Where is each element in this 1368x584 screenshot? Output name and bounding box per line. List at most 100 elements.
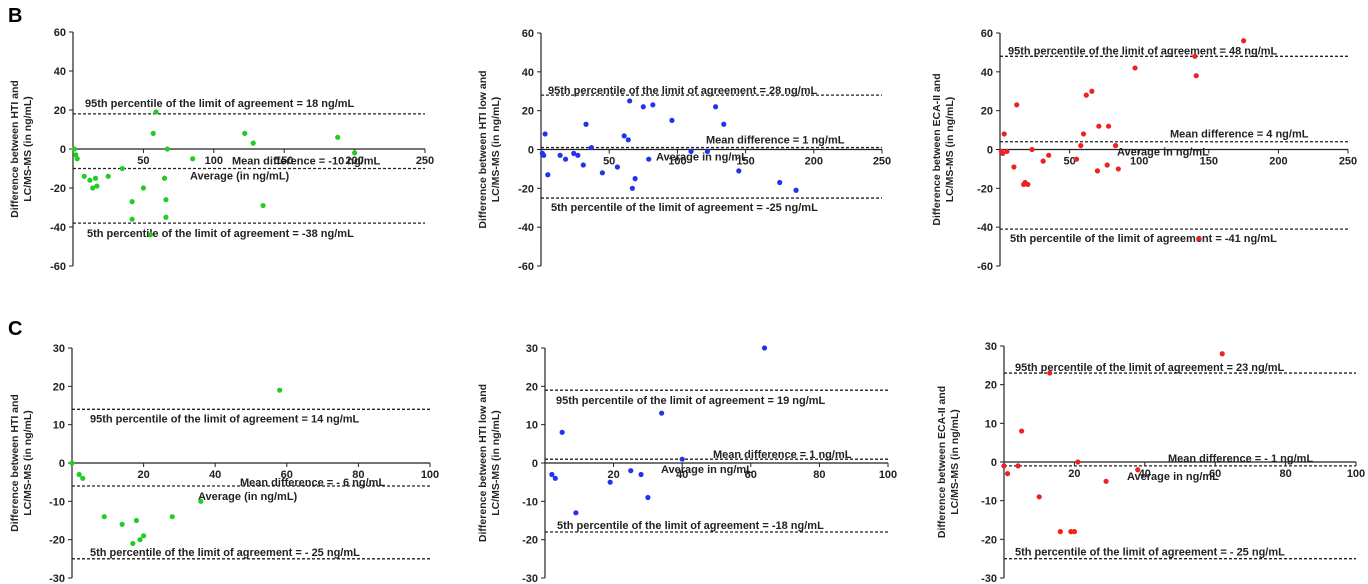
lower-limit-label: 5th percentile of the limit of agreement… [551,202,818,214]
data-point [1132,65,1138,71]
data-point [1096,123,1102,129]
x-tick-label: 100 [205,155,223,167]
x-axis-title: Average in ng/mL [656,152,748,164]
upper-limit-label: 95th percentile of the limit of agreemen… [1008,45,1278,57]
data-point [1011,164,1017,170]
mean-difference-label: Mean difference = -10 ng/mL [232,156,381,168]
data-point [793,187,799,193]
data-point [129,216,135,222]
data-point [1196,236,1202,242]
data-point [688,148,694,155]
x-tick-label: 200 [1269,156,1287,168]
mean-difference-label: Mean difference = - 6 ng/mL [240,477,385,489]
x-tick-label: 150 [275,155,293,167]
mean-difference-label: Mean difference = - 1 ng/mL [1168,453,1313,465]
data-point [627,98,633,104]
y-tick-label: -60 [518,261,534,273]
data-point [76,471,82,478]
y-tick-label: -20 [518,183,534,195]
y-tick-label: -10 [981,496,997,508]
data-point [1036,494,1042,500]
data-point [1014,102,1020,108]
y-tick-label: 0 [532,458,538,470]
y-axis-title: LC/MS-MS (in ng/mL) [22,410,34,516]
y-axis-title: Difference between HTI and [9,80,21,218]
panel-letter-c: C [8,318,23,340]
y-tick-label: 10 [985,418,997,430]
y-tick-label: -40 [977,222,993,234]
data-point [736,168,742,174]
x-tick-label: 80 [1279,468,1291,480]
x-tick-label: 60 [281,469,293,481]
data-point [1000,150,1006,156]
y-tick-label: 20 [985,380,997,392]
data-point [352,150,358,156]
data-point [163,214,169,220]
data-point [628,468,634,474]
data-point [712,104,719,110]
y-tick-label: 20 [522,106,534,118]
data-point [638,471,644,478]
data-point [94,183,100,189]
data-point [1192,53,1198,59]
data-point [573,510,579,516]
data-point [1193,73,1199,79]
y-tick-label: 20 [981,106,993,118]
x-tick-label: 50 [1063,156,1075,168]
data-point [646,156,652,162]
y-tick-label: 20 [54,105,66,117]
data-point [101,514,107,520]
y-tick-label: -30 [981,573,997,584]
data-point [614,164,620,170]
plot-3: -60 -40 -20 0 20 40 60 50 100 150 200 250 95th perce… [931,28,1357,273]
upper-limit-label: 95th percentile of the limit of agreemen… [85,98,355,110]
y-axis-title: Difference between ECA-II and [936,386,948,538]
upper-limit-label: 95th percentile of the limit of agreemen… [556,395,826,407]
y-tick-label: 30 [526,343,538,355]
data-point [1001,131,1007,137]
data-point [74,156,80,162]
data-point [1089,88,1095,94]
x-axis-title: Average (in ng/mL) [198,491,298,503]
data-point [1071,529,1077,535]
y-tick-label: 30 [985,341,997,353]
x-tick-label: 50 [137,155,149,167]
data-point [92,175,99,181]
x-tick-label: 150 [1200,156,1218,168]
y-tick-label: 0 [528,145,534,157]
data-point [542,131,548,137]
data-point [571,150,577,156]
data-point [119,521,125,527]
data-point [81,173,87,179]
data-point [141,533,147,539]
x-tick-label: 60 [1209,468,1221,480]
data-point [161,175,168,181]
x-tick-label: 100 [879,469,897,481]
data-point [1094,168,1101,174]
x-tick-label: 40 [209,469,221,481]
data-point [169,514,175,520]
y-tick-label: 30 [53,343,65,355]
x-tick-label: 20 [137,469,149,481]
data-point [599,170,605,176]
lower-limit-label: 5th percentile of the limit of agreement… [557,520,824,532]
data-point [777,179,783,186]
y-axis-title: LC/MS-MS (in ng/mL) [944,97,956,203]
data-point [761,345,768,351]
data-point [242,130,248,136]
data-point [607,479,613,485]
x-tick-label: 80 [352,469,364,481]
data-point [105,173,111,179]
data-point [1103,478,1109,484]
data-point [198,498,204,504]
data-point [250,140,256,146]
data-point [1080,131,1087,137]
data-point [1029,146,1035,153]
y-tick-label: -10 [49,496,65,508]
data-point [1025,181,1031,188]
x-axis-title: Average in ng/mL [1127,471,1219,483]
data-point [1073,156,1080,162]
y-tick-label: -10 [522,496,538,508]
data-point [140,185,146,191]
data-point [80,475,86,481]
